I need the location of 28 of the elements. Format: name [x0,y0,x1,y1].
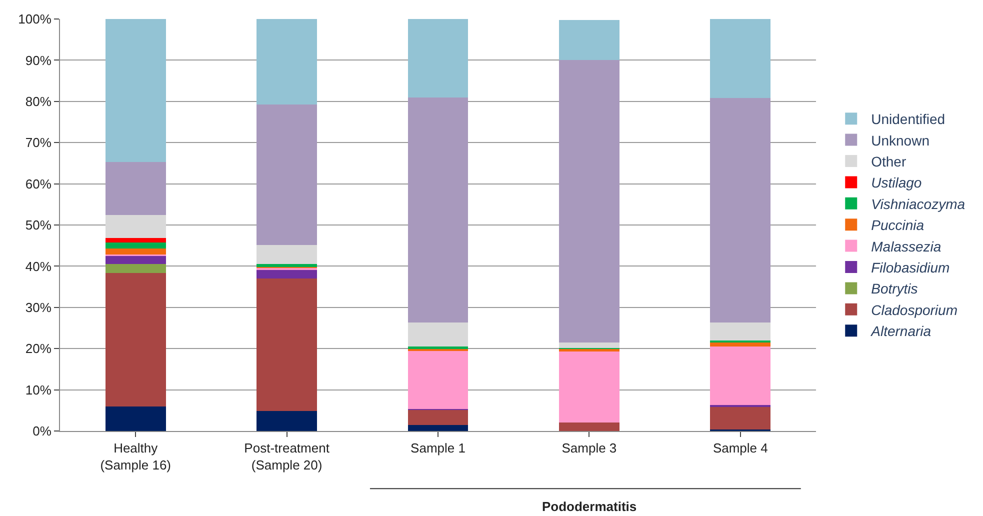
legend-label: Puccinia [871,217,924,234]
legend-label: Other [871,153,906,170]
y-tick-label: 100% [18,12,52,27]
y-tick-label: 90% [25,52,52,68]
legend-label: Filobasidium [871,259,950,276]
x-tick-label: Post-treatment (Sample 20) [244,440,330,472]
text: Pododermatitis [542,499,637,514]
legend-label: Malassezia [871,238,942,254]
x-tick-label: Sample 1 [410,440,466,456]
legend-label: Cladosporium [871,302,958,318]
y-tick-label: 10% [25,382,52,398]
x-tick-label: Sample 4 [712,440,768,456]
y-tick-label: 60% [25,176,52,192]
y-tick-label: 80% [25,94,52,109]
legend-label: Botrytis [871,280,918,297]
legend-label: Vishniacozyma [871,196,966,212]
x-tick-label: Sample 3 [562,440,617,456]
legend-label: Unidentified [871,111,946,128]
y-tick-label: 20% [25,341,52,356]
y-tick-label: 30% [25,300,52,315]
legend-label: Alternaria [870,323,932,340]
y-tick-label: 40% [25,258,52,274]
y-tick-label: 70% [25,135,52,150]
x-tick-label: Healthy (Sample 16) [100,440,172,472]
y-tick-label: 0% [32,424,52,439]
legend-label: Ustilago [871,174,922,191]
y-tick-label: 50% [25,218,52,233]
legend-label: Unknown [871,132,930,148]
